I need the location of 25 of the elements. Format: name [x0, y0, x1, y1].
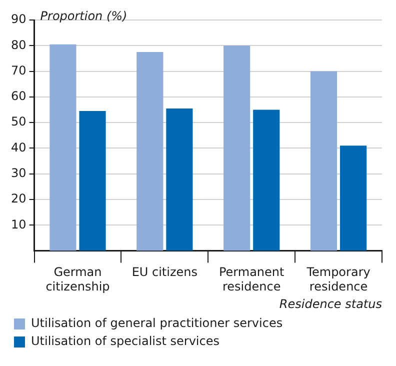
bar [310, 71, 338, 251]
x-tick-label: Temporary residence [306, 265, 370, 294]
bar [166, 108, 193, 251]
y-axis-title: Proportion (%) [40, 9, 128, 24]
bar [224, 46, 250, 251]
y-tick-label: 50 [10, 114, 26, 129]
y-tick-label: 80 [10, 38, 26, 52]
y-tick-label: 20 [10, 192, 26, 206]
x-tick-label: EU citizens [132, 265, 198, 280]
y-tick-label: 70 [10, 63, 26, 78]
bar [50, 44, 76, 251]
bar [136, 52, 164, 251]
x-tick-label: Permanent residence [218, 265, 285, 294]
x-tick-label: German citizenship [46, 265, 110, 294]
y-tick-label: 10 [10, 217, 26, 232]
bar [340, 146, 367, 251]
legend-label: Utilisation of specialist services [31, 334, 220, 348]
legend-label: Utilisation of general practitioner services [31, 316, 283, 330]
y-tick-label: 90 [10, 12, 26, 26]
y-tick-label: 30 [10, 166, 26, 180]
x-axis-title: Residence status [279, 296, 382, 311]
bar [79, 111, 106, 251]
bar [253, 110, 280, 251]
y-tick-label: 60 [10, 89, 26, 104]
y-tick-label: 40 [10, 140, 26, 154]
